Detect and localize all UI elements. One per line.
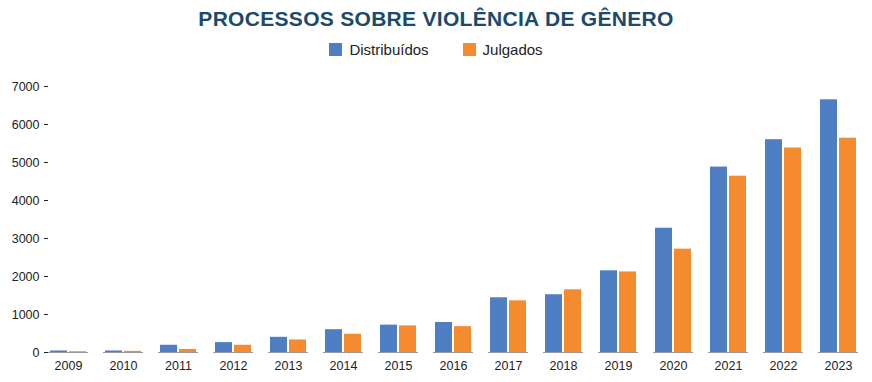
svg-text:1000: 1000 [12,308,40,322]
svg-text:2020: 2020 [660,359,688,373]
svg-text:2000: 2000 [12,270,40,284]
html-text:Julgados: Julgados [482,40,543,58]
svg-text:2011: 2011 [165,359,192,373]
svg-text:2013: 2013 [275,359,303,373]
svg-text:6000: 6000 [12,118,40,132]
svg-text:2022: 2022 [770,359,798,373]
svg-text:2009: 2009 [55,359,83,373]
svg-text:2021: 2021 [715,359,743,373]
svg-text:3000: 3000 [12,232,40,246]
svg-text:2015: 2015 [385,359,413,373]
svg-text:2023: 2023 [825,359,853,373]
svg-text:2017: 2017 [495,359,523,373]
svg-text:4000: 4000 [12,194,40,208]
svg-text:2019: 2019 [605,359,633,373]
svg-text:7000: 7000 [12,80,40,94]
html-text:Distribuídos: Distribuídos [349,40,429,58]
svg-text:2014: 2014 [330,359,358,373]
svg-text:0: 0 [33,346,40,360]
svg-text:2010: 2010 [110,359,138,373]
svg-text:2012: 2012 [220,359,248,373]
svg-text:2016: 2016 [440,359,468,373]
svg-text:2018: 2018 [550,359,578,373]
html-text:PROCESSOS SOBRE VIOLÊNCIA DE G: PROCESSOS SOBRE VIOLÊNCIA DE GÊNERO [198,7,674,30]
svg-text:5000: 5000 [12,156,40,170]
